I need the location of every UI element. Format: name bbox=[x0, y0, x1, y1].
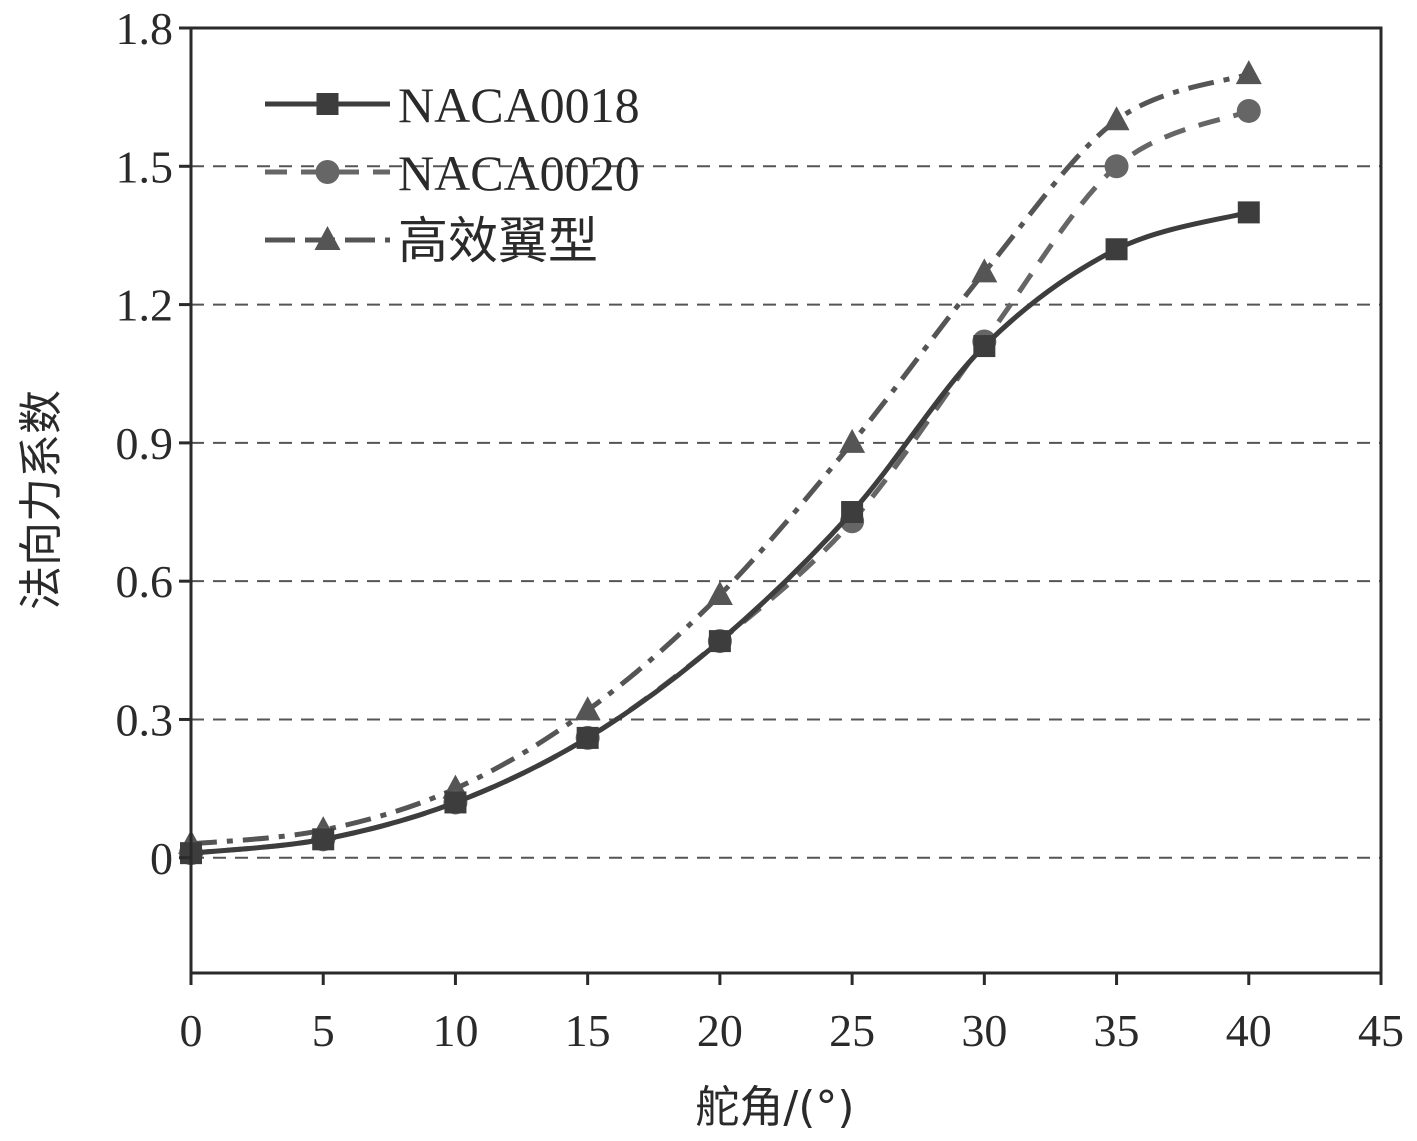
tick-marks bbox=[179, 26, 1383, 985]
data-point-0-3 bbox=[576, 726, 599, 749]
x-tick-label-30: 30 bbox=[961, 1005, 1007, 1056]
x-tick-label-35: 35 bbox=[1094, 1005, 1140, 1056]
data-point-0-2 bbox=[444, 791, 467, 814]
data-point-1-8 bbox=[1236, 98, 1261, 123]
y-axis-title: 法向力系数 bbox=[16, 390, 67, 610]
legend-label-0: NACA0018 bbox=[398, 77, 640, 133]
series-line-0 bbox=[190, 209, 1250, 856]
data-point-0-7 bbox=[1105, 238, 1128, 261]
data-point-0-5 bbox=[841, 501, 864, 524]
x-tick-label-15: 15 bbox=[565, 1005, 611, 1056]
x-tick-label-5: 5 bbox=[312, 1005, 335, 1056]
data-point-0-4 bbox=[708, 630, 731, 653]
plot-frame bbox=[189, 26, 1383, 975]
data-point-2-5 bbox=[839, 428, 866, 453]
series-0 bbox=[180, 201, 1260, 865]
x-axis-title: 舵角/(°) bbox=[695, 1082, 854, 1133]
series-layer bbox=[178, 60, 1262, 866]
x-tick-label-25: 25 bbox=[829, 1005, 875, 1056]
series-line-2 bbox=[190, 71, 1250, 847]
data-point-1-7 bbox=[1104, 154, 1129, 179]
y-tick-label-0.6: 0.6 bbox=[116, 556, 174, 607]
data-point-2-7 bbox=[1103, 106, 1130, 131]
legend: NACA0018 NACA0020 高效翼型 bbox=[265, 77, 640, 269]
legend-marker-1 bbox=[315, 160, 340, 184]
data-point-2-3 bbox=[574, 696, 601, 721]
grid-lines bbox=[191, 165, 1381, 859]
x-tick-label-45: 45 bbox=[1358, 1005, 1404, 1056]
y-tick-label-1.5: 1.5 bbox=[116, 141, 174, 192]
legend-marker-2 bbox=[314, 226, 341, 250]
y-tick-label-1.2: 1.2 bbox=[116, 280, 174, 331]
x-tick-label-10: 10 bbox=[432, 1005, 478, 1056]
legend-label-1: NACA0020 bbox=[398, 145, 640, 201]
x-tick-label-20: 20 bbox=[697, 1005, 743, 1056]
legend-marker-0 bbox=[316, 93, 339, 115]
x-tick-label-0: 0 bbox=[180, 1005, 203, 1056]
series-2 bbox=[178, 60, 1262, 854]
data-point-0-6 bbox=[973, 335, 996, 358]
data-point-0-8 bbox=[1237, 201, 1260, 224]
series-1 bbox=[179, 98, 1261, 866]
legend-label-2: 高效翼型 bbox=[398, 213, 598, 269]
data-point-2-6 bbox=[971, 258, 998, 283]
y-tick-label-0.3: 0.3 bbox=[116, 694, 174, 745]
data-point-2-8 bbox=[1235, 60, 1262, 85]
data-point-0-1 bbox=[312, 828, 335, 851]
axes bbox=[189, 26, 1383, 975]
y-tick-label-0: 0 bbox=[150, 833, 173, 884]
x-tick-label-40: 40 bbox=[1226, 1005, 1272, 1056]
tick-labels: 0 0.3 0.6 0.9 1.2 1.5 1.8 0 5 10 15 20 25 30 35 40 45 bbox=[116, 3, 1405, 1056]
y-tick-label-0.9: 0.9 bbox=[116, 418, 174, 469]
series-line-1 bbox=[190, 108, 1250, 856]
y-tick-label-1.8: 1.8 bbox=[116, 3, 174, 54]
data-point-2-4 bbox=[706, 581, 733, 605]
